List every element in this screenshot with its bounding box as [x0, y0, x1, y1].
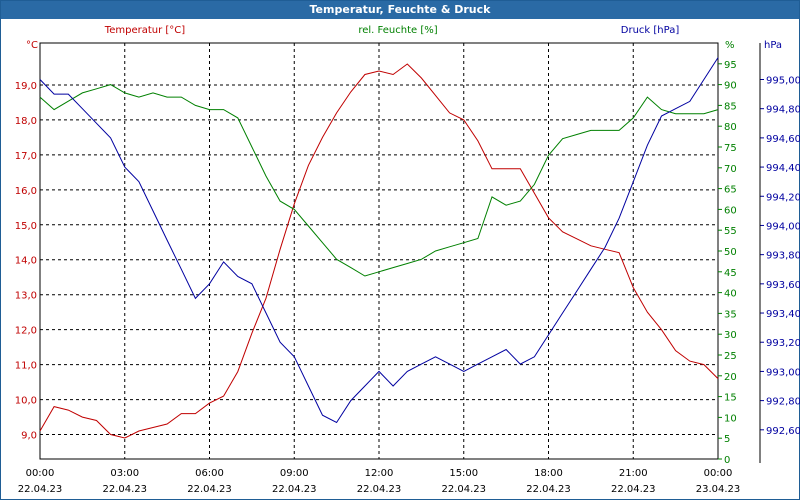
x-tick-time: 15:00	[449, 468, 478, 479]
y-tick-pressure: 994,40	[766, 163, 800, 174]
y-tick-humidity: 45	[724, 268, 737, 279]
temperature-axis-label: Temperatur [°C]	[104, 25, 185, 36]
x-tick-date: 22.04.23	[611, 484, 656, 495]
y-tick-humidity: 35	[724, 309, 737, 320]
y-tick-humidity: 20	[724, 372, 737, 383]
y-tick-temperature: 18,0	[15, 116, 37, 127]
series-line-humidity	[39, 84, 719, 277]
y-tick-humidity: 60	[724, 205, 737, 216]
y-tick-humidity: 80	[724, 122, 737, 133]
y-tick-pressure: 994,20	[766, 192, 800, 203]
x-tick-time: 00:00	[704, 468, 733, 479]
series-line-temperature	[39, 63, 719, 439]
humidity-axis-label: rel. Feuchte [%]	[358, 25, 437, 36]
y-tick-temperature: 14,0	[15, 256, 37, 267]
humidity-unit-label: %	[725, 40, 735, 51]
x-tick-date: 23.04.23	[696, 484, 741, 495]
y-tick-pressure: 992,80	[766, 397, 800, 408]
series-lines	[39, 57, 719, 439]
pressure-axis-label: Druck [hPa]	[621, 25, 680, 36]
x-tick-time: 09:00	[280, 468, 309, 479]
tick-labels: 00:00 22.04.23 03:00 22.04.23 06:00 22.04.23 0…	[15, 60, 800, 495]
y-tick-temperature: 19,0	[15, 81, 37, 92]
y-tick-humidity: 55	[724, 226, 737, 237]
y-tick-pressure: 995,00	[766, 75, 800, 86]
x-tick-date: 22.04.23	[357, 484, 402, 495]
series-line-pressure	[39, 57, 719, 424]
y-tick-humidity: 30	[724, 330, 737, 341]
y-tick-humidity: 90	[724, 81, 737, 92]
y-tick-pressure: 994,00	[766, 221, 800, 232]
y-tick-humidity: 85	[724, 101, 737, 112]
y-tick-pressure: 994,60	[766, 134, 800, 145]
y-tick-temperature: 10,0	[15, 396, 37, 407]
y-tick-pressure: 993,40	[766, 309, 800, 320]
x-tick-date: 22.04.23	[272, 484, 317, 495]
x-tick-time: 21:00	[619, 468, 648, 479]
chart-title: Temperatur, Feuchte & Druck	[1, 1, 799, 19]
temperature-unit-label: °C	[26, 40, 38, 51]
y-tick-humidity: 50	[724, 247, 737, 258]
grid	[39, 42, 719, 460]
y-tick-temperature: 9,0	[21, 431, 37, 442]
y-tick-humidity: 70	[724, 164, 737, 175]
x-tick-time: 18:00	[534, 468, 563, 479]
y-tick-pressure: 994,80	[766, 105, 800, 116]
y-tick-pressure: 992,60	[766, 426, 800, 437]
y-tick-temperature: 17,0	[15, 151, 37, 162]
y-tick-humidity: 10	[724, 413, 737, 424]
x-tick-date: 22.04.23	[18, 484, 63, 495]
x-tick-time: 06:00	[195, 468, 224, 479]
y-tick-pressure: 993,60	[766, 280, 800, 291]
y-tick-temperature: 11,0	[15, 361, 37, 372]
x-tick-time: 03:00	[110, 468, 139, 479]
y-tick-pressure: 993,00	[766, 367, 800, 378]
x-tick-date: 22.04.23	[441, 484, 486, 495]
y-tick-temperature: 13,0	[15, 291, 37, 302]
y-tick-temperature: 16,0	[15, 186, 37, 197]
y-tick-temperature: 15,0	[15, 221, 37, 232]
y-tick-humidity: 65	[724, 185, 737, 196]
y-tick-humidity: 40	[724, 289, 737, 300]
pressure-unit-label: hPa	[764, 40, 782, 51]
y-tick-humidity: 15	[724, 393, 737, 404]
x-tick-time: 12:00	[365, 468, 394, 479]
y-tick-humidity: 25	[724, 351, 737, 362]
y-tick-humidity: 0	[724, 455, 730, 466]
y-tick-humidity: 95	[724, 60, 737, 71]
y-tick-humidity: 5	[724, 434, 730, 445]
y-tick-humidity: 75	[724, 143, 737, 154]
y-tick-temperature: 12,0	[15, 326, 37, 337]
x-tick-date: 22.04.23	[187, 484, 232, 495]
x-tick-time: 00:00	[26, 468, 55, 479]
x-tick-date: 22.04.23	[102, 484, 147, 495]
y-tick-pressure: 993,20	[766, 338, 800, 349]
y-tick-pressure: 993,80	[766, 251, 800, 262]
x-tick-date: 22.04.23	[526, 484, 571, 495]
